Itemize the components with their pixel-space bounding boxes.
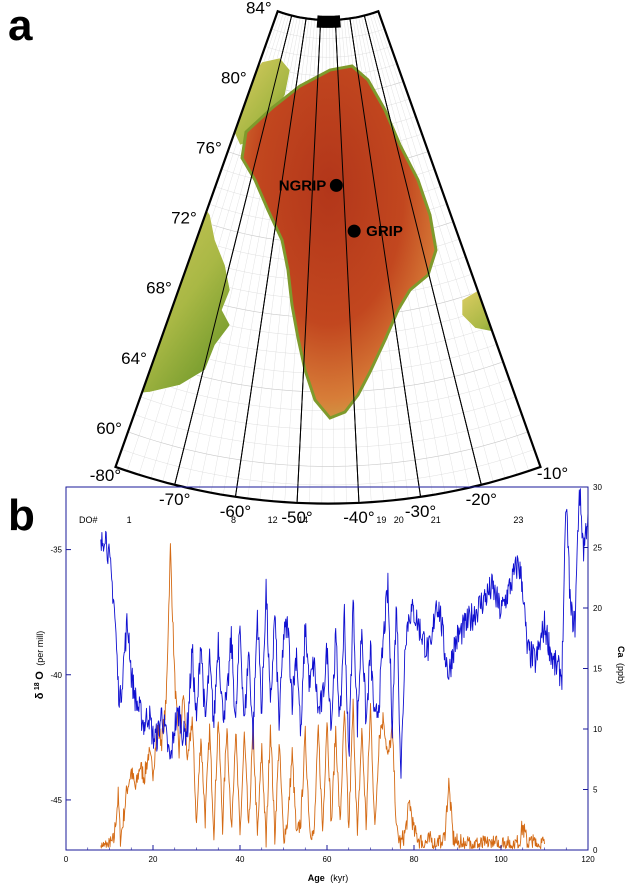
do-event-label: 12 <box>268 515 278 525</box>
x-tick-label: 120 <box>581 855 595 864</box>
left-y-tick-label: -35 <box>50 546 62 555</box>
site-marker <box>347 224 361 238</box>
x-axis-ticks: 0 20 40 60 80 100 120 <box>64 845 595 864</box>
right-y-axis-ticks: 0 5 10 15 20 25 30 <box>583 483 602 855</box>
latitude-label: 72° <box>171 209 197 228</box>
left-y-axis-ticks: -35 -40 -45 <box>50 546 71 805</box>
plot-frame <box>65 486 589 851</box>
right-y-tick-label: 20 <box>593 604 602 613</box>
x-tick-label: 80 <box>410 855 419 864</box>
right-y-tick-label: 5 <box>593 786 598 795</box>
graticule-parallel <box>127 431 529 467</box>
longitude-label: -20° <box>466 490 497 509</box>
meridian-line <box>174 15 293 485</box>
site-label: NGRIP <box>279 177 327 194</box>
do-event-labels: DO# 1 8 12 14 19 20 21 23 <box>79 515 523 525</box>
map-frame <box>114 9 542 505</box>
left-y-axis-symbol: δ <box>34 692 46 699</box>
graticule-meridian <box>372 13 518 475</box>
graticule-meridian <box>375 12 529 471</box>
do-event-label: 19 <box>376 515 386 525</box>
do-event-label: 21 <box>431 515 441 525</box>
meridian-line <box>349 18 422 497</box>
series-d18O <box>100 488 589 779</box>
do-event-label: 20 <box>394 515 404 525</box>
series-Ca <box>100 543 545 850</box>
right-y-tick-label: 15 <box>593 665 602 674</box>
greenland-ice-sheet <box>240 64 438 420</box>
longitude-label: -80° <box>90 466 121 485</box>
x-tick-label: 100 <box>494 855 508 864</box>
latitude-label: 80° <box>221 68 247 87</box>
map-top-cap <box>316 15 341 28</box>
x-axis-label: Age <box>308 873 325 883</box>
right-y-tick-label: 0 <box>593 846 598 855</box>
graticule-parallel <box>140 396 516 430</box>
latitude-label: 84° <box>246 0 272 17</box>
right-y-axis-label: Ca <box>616 646 626 658</box>
latitude-label: 64° <box>121 349 147 368</box>
left-y-axis-unit: (per mill) <box>35 631 45 666</box>
left-y-tick-label: -40 <box>50 671 62 680</box>
latitude-label: 76° <box>196 138 222 157</box>
meridian-line <box>363 15 482 485</box>
latitude-label: 68° <box>146 279 172 298</box>
longitude-label: -50° <box>281 508 312 527</box>
longitude-label: -40° <box>343 508 374 527</box>
longitude-labels: -80° -70° -60° -50° -40° -30° -20° -10° <box>90 464 568 527</box>
graticule-meridian <box>369 13 506 479</box>
right-y-tick-label: 10 <box>593 725 602 734</box>
ice-core-sites: NGRIP GRIP <box>279 177 403 240</box>
do-event-label: 1 <box>127 515 132 525</box>
x-tick-label: 40 <box>236 855 245 864</box>
graticule-parallel <box>121 449 535 486</box>
longitude-label: -30° <box>405 502 436 521</box>
latitude-label: 60° <box>96 419 122 438</box>
x-tick-label: 60 <box>323 855 332 864</box>
x-tick-label: 0 <box>64 855 69 864</box>
longitude-label: -10° <box>537 464 568 483</box>
greenland-map-panel: a 84° 80° 76° 72° 68° 64° 60° -80° -70° -60° -50°… <box>8 0 568 527</box>
do-event-label: 14 <box>298 515 308 525</box>
site-marker <box>329 178 343 192</box>
graticule-parallel <box>271 28 385 39</box>
meridian-line <box>296 19 322 503</box>
do-event-label: 8 <box>231 515 236 525</box>
x-tick-label: 20 <box>149 855 158 864</box>
site-label: GRIP <box>366 223 403 240</box>
longitude-label: -70° <box>159 490 190 509</box>
longitude-label: -60° <box>220 502 251 521</box>
left-y-axis-title: δ 18 O (per mill) <box>31 631 46 700</box>
x-axis-unit: (kyr) <box>330 873 348 883</box>
right-y-axis-unit: (ppb) <box>616 663 626 684</box>
right-y-tick-label: 25 <box>593 544 602 553</box>
meridian-line <box>334 19 360 503</box>
do-event-label: 23 <box>513 515 523 525</box>
do-header-label: DO# <box>79 515 98 525</box>
ice-core-chart-panel: b 0 20 40 60 80 100 120 -35-40-45 051015202530… <box>8 483 626 883</box>
chart-series <box>100 488 589 850</box>
meridian-line <box>234 18 307 497</box>
left-y-tick-label: -45 <box>50 796 62 805</box>
right-y-tick-label: 30 <box>593 483 602 492</box>
panel-b-letter: b <box>8 491 35 540</box>
x-axis-title: Age (kyr) <box>308 873 349 883</box>
graticule-parallel <box>134 414 522 448</box>
left-y-axis-letter: O <box>34 671 46 680</box>
panel-a-letter: a <box>8 1 33 50</box>
latitude-labels: 84° 80° 76° 72° 68° 64° 60° <box>96 0 271 438</box>
graticule-parallel <box>265 46 391 58</box>
right-y-axis-title: Ca (ppb) <box>616 646 626 684</box>
left-y-axis-superscript: 18 <box>34 682 41 690</box>
